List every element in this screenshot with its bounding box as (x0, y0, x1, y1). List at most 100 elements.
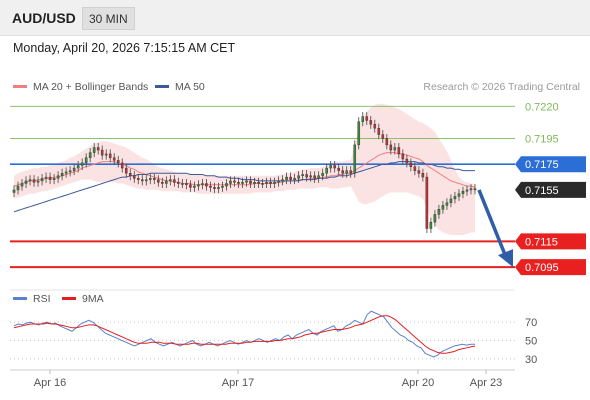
candle (253, 177, 256, 188)
ma50-line (13, 161, 475, 213)
level-label-0.7220: 0.7220 (525, 101, 559, 113)
candle-body (205, 183, 208, 187)
x-tick-label: Apr 23 (470, 377, 502, 389)
candle (305, 169, 308, 182)
candle-body (136, 178, 140, 180)
candle (249, 176, 252, 188)
candle-body (309, 175, 312, 178)
candle (217, 182, 220, 194)
level-label-0.7195: 0.7195 (525, 133, 559, 145)
candle-body (369, 120, 373, 125)
candle-body (56, 175, 60, 179)
candle-body (285, 176, 288, 180)
candle (92, 142, 96, 158)
x-tick-label: Apr 16 (34, 377, 66, 389)
candle (185, 178, 188, 190)
candle-body (225, 183, 228, 187)
candle (293, 173, 296, 185)
candle (417, 166, 421, 178)
candle-body (329, 165, 332, 169)
candle (433, 209, 437, 227)
candle-body (140, 179, 144, 182)
rsi-legend-swatch (13, 297, 27, 300)
level-label-0.7095: 0.7095 (525, 262, 559, 274)
candle (177, 177, 180, 188)
candle-body (100, 149, 104, 156)
forecast-arrow-layer (477, 189, 513, 268)
credit-label: Research © 2026 Trading Central (423, 81, 580, 93)
candle (445, 198, 449, 210)
x-tick-label: Apr 20 (402, 377, 434, 389)
candle (389, 140, 393, 155)
candle (205, 178, 208, 191)
candle (16, 181, 20, 195)
candle (197, 180, 200, 191)
rsi-tick-50: 50 (525, 336, 537, 348)
candle-body (20, 183, 24, 187)
candle (189, 180, 192, 192)
candle (128, 168, 132, 181)
candle (261, 178, 264, 188)
candle-body (293, 178, 296, 180)
candle-body (88, 152, 92, 158)
timeframe-badge[interactable]: 30 MIN (82, 7, 135, 30)
ma20-legend-swatch (13, 85, 27, 88)
x-tick-label: Apr 17 (222, 377, 254, 389)
candle-body (257, 182, 260, 184)
candle (44, 172, 48, 183)
candle-body (273, 182, 276, 184)
candle-body (116, 160, 120, 164)
candle-body (289, 176, 292, 180)
candle-body (429, 221, 433, 229)
candle (233, 176, 236, 187)
candle-body (385, 138, 389, 146)
candle (309, 171, 312, 182)
candle (76, 160, 80, 173)
symbol-title: AUD/USD (12, 10, 76, 26)
candle-body (249, 180, 252, 184)
candle (153, 173, 156, 185)
candle (353, 140, 357, 178)
candle-body (149, 178, 152, 180)
candle (80, 158, 84, 170)
candle-body (353, 144, 357, 174)
candle-body (321, 173, 324, 176)
candle-body (433, 214, 437, 223)
candle-body (461, 191, 465, 194)
candle-body (68, 170, 72, 173)
candle (337, 163, 340, 176)
candle-body (157, 179, 160, 183)
candle (201, 178, 204, 190)
candle (116, 155, 120, 168)
candle-body (377, 127, 381, 135)
candle (381, 130, 385, 143)
level-tag-0.7115 (515, 233, 586, 250)
candle (173, 175, 176, 187)
candle-body (64, 171, 68, 174)
candle (225, 178, 228, 191)
candle-body (233, 180, 236, 183)
rsi-line (13, 310, 475, 358)
level-label-0.7175: 0.7175 (525, 159, 559, 171)
candle (40, 173, 44, 186)
candle (84, 153, 88, 168)
ma20-legend-label: MA 20 + Bollinger Bands (33, 81, 148, 93)
candle-body (381, 134, 385, 139)
candle-body (261, 183, 264, 185)
candle-body (120, 162, 124, 169)
candle (473, 184, 477, 195)
candle (149, 173, 152, 185)
candle-body (161, 182, 164, 184)
ma9-legend-swatch (62, 297, 76, 300)
candle (361, 112, 365, 127)
candle-body (453, 196, 457, 200)
candle (281, 175, 284, 186)
forecast-arrow-head (498, 249, 513, 268)
candle (100, 145, 104, 160)
candle-body (469, 188, 473, 191)
candle-body (397, 147, 401, 155)
candle (157, 175, 160, 187)
candle-body (473, 188, 477, 191)
candle-body (201, 183, 204, 185)
